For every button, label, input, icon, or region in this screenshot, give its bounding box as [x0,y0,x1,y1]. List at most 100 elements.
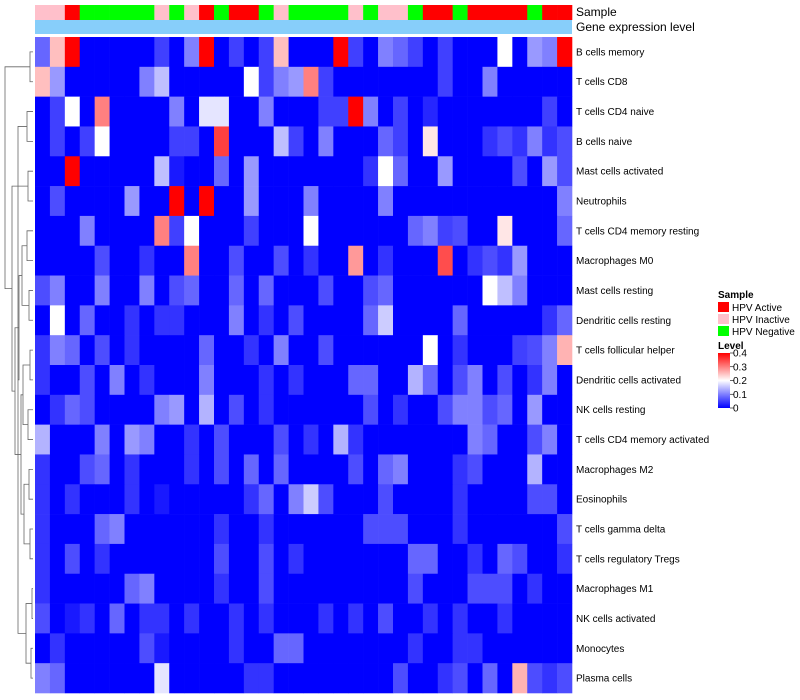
heatmap-cell [557,603,573,634]
heatmap-cell [467,394,483,425]
heatmap-cell [422,633,439,664]
dendrogram-branch [28,468,33,500]
heatmap-cell [407,305,424,336]
heatmap-cell [169,156,185,187]
heatmap-cell [288,126,304,157]
heatmap-cell [318,394,334,425]
heatmap-cell [79,365,95,396]
row-label: T cells CD4 memory activated [576,435,709,446]
heatmap-cell [557,215,573,247]
heatmap-cell [199,514,215,545]
heatmap-cell [407,186,424,217]
sample-annotation-cell [124,5,140,20]
heatmap-cell [318,514,334,545]
heatmap-cell [303,603,319,634]
heatmap-cell [378,186,394,217]
heatmap-cell [184,66,200,97]
heatmap-cell [497,454,513,485]
heatmap-cell [333,394,349,425]
heatmap-cell [557,66,573,97]
heatmap-cell [527,663,543,694]
heatmap-cell [378,603,394,634]
heatmap-cell [199,37,215,68]
heatmap-cell [407,573,424,604]
sample-annotation-track [35,5,573,20]
heatmap-cell [139,514,155,545]
heatmap-cell [378,514,394,545]
heatmap-cell [228,245,245,276]
heatmap-cell [437,424,453,455]
heatmap-cell [199,543,215,575]
heatmap-cell [378,454,394,485]
heatmap-cell [35,186,51,217]
heatmap-cell [94,603,110,634]
heatmap-cell [318,275,334,306]
heatmap-cell [467,633,483,664]
heatmap-cell [512,543,528,575]
heatmap-cell [393,305,409,336]
heatmap-cell [94,573,110,604]
heatmap-cell [199,305,215,336]
heatmap-cell [35,305,51,336]
heatmap-cell [407,126,424,157]
heatmap-cell [497,245,513,276]
heatmap-cell [407,156,424,187]
heatmap-cell [214,633,230,664]
heatmap-cell [378,394,394,425]
sample-annotation-cell [35,5,51,20]
heatmap-cell [228,66,245,97]
heatmap-cell [542,96,558,127]
heatmap-cell [228,633,245,664]
heatmap-cell [184,126,200,157]
heatmap-cell [199,186,215,217]
heatmap-cell [482,156,498,187]
heatmap-cell [542,454,558,485]
heatmap-cell [452,663,468,694]
heatmap-cell [49,633,66,664]
heatmap-cell [482,394,498,425]
heatmap-cell [169,633,185,664]
heatmap-cell [348,96,364,127]
heatmap-cell [124,305,140,336]
heatmap-cell [35,573,51,604]
heatmap-cell [79,215,95,247]
row-label: Dendritic cells activated [576,375,681,386]
heatmap-cell [124,663,140,694]
heatmap-cell [348,573,364,604]
heatmap-cell [243,275,260,306]
heatmap-cell [363,305,379,336]
heatmap-cell [154,96,170,127]
dendrogram-branch [11,185,28,392]
sample-annotation-cell [512,5,528,20]
heatmap-cell [35,633,51,664]
heatmap-cell [94,633,110,664]
heatmap-cell [303,394,319,425]
heatmap-cell [154,394,170,425]
heatmap-cell [303,96,319,127]
heatmap-cell [139,454,155,485]
heatmap-cell [378,365,394,396]
heatmap-cell [184,245,200,276]
heatmap-cell [512,96,528,127]
heatmap-cell [139,484,155,515]
heatmap-cell [94,66,110,97]
heatmap-cell [452,454,468,485]
sample-annotation-cell [288,5,304,20]
heatmap-cell [527,573,543,604]
heatmap-cell [378,156,394,187]
heatmap-cell [258,424,274,455]
heatmap-cell [184,394,200,425]
heatmap-cell [79,663,95,694]
heatmap-cell [79,186,95,217]
heatmap-cell [258,245,274,276]
heatmap-cell [557,454,573,485]
heatmap-cell [452,424,468,455]
heatmap-cell [109,126,125,157]
heatmap-cell [94,454,110,485]
heatmap-cell [318,66,334,97]
sample-annotation-cell [199,5,215,20]
heatmap-cell [527,215,543,247]
heatmap-cell [64,305,81,336]
heatmap-cell [348,335,364,366]
heatmap-cell [422,424,439,455]
